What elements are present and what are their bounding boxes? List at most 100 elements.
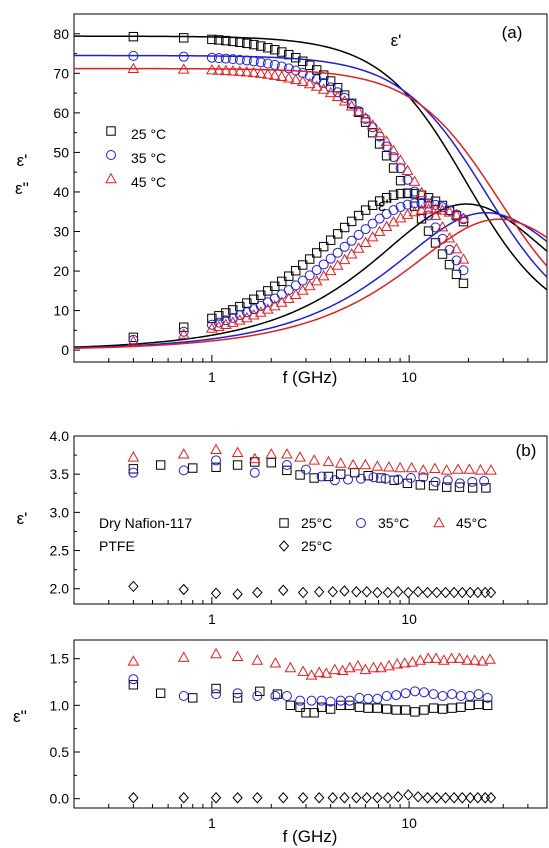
data-point-eps-prime [207,34,217,45]
series-triangle [127,443,497,475]
data-point-eps-prime [296,75,309,87]
data-point-eps-prime [388,163,399,173]
data-point [363,703,373,713]
data-point [210,443,222,454]
data-point [252,586,263,599]
data-point [281,448,293,459]
data-point [465,586,476,599]
legend-marker-shape [106,126,116,136]
data-point-eps-double-prime [318,241,329,252]
fit-curve-eps-double-prime-2 [74,218,547,350]
xtick-label: 1 [208,611,216,627]
data-point [178,465,189,476]
data-point-eps-double-prime [221,308,231,318]
data-point-eps-double-prime [373,225,386,237]
data-point [128,580,139,593]
data-point-eps-double-prime [450,208,463,220]
data-point [410,707,420,717]
data-point-eps-double-prime [339,241,350,252]
data-point [448,791,460,804]
data-point-eps-prime [256,41,266,51]
data-point-eps-double-prime [179,322,189,332]
data-point-eps-prime [346,99,357,110]
data-point [393,586,404,598]
data-point-eps-double-prime [219,318,232,330]
data-point [281,460,292,471]
data-point-eps-double-prime [388,205,399,216]
series-circle [128,674,493,707]
panel-a-ylabel-eps-prime: ε' [17,151,28,170]
data-point [329,475,340,486]
data-point [297,791,309,804]
data-point-eps-double-prime [331,259,344,270]
data-point [351,791,362,804]
series-diamond [128,580,497,600]
data-point-eps-double-prime [291,266,301,276]
data-point [327,791,338,804]
legend-label-45c: 45 °C [131,174,166,190]
data-point [248,452,261,464]
data-point-eps-prime [381,141,392,152]
data-point-eps-double-prime [213,320,225,331]
data-point-eps-double-prime [270,281,280,291]
data-point [232,460,243,470]
panel-b-top-axes: 2.0 2.5 3.0 3.5 4.0 1 10 [50,428,548,627]
data-point [128,467,139,478]
data-point-eps-prime [437,249,448,259]
fit-curve-eps-prime-0 [74,35,547,291]
data-point [417,464,430,475]
legend-marker-shape [105,172,117,184]
data-point-eps-prime [219,64,232,76]
data-point-eps-prime [360,113,371,124]
data-point-eps-prime [444,259,455,270]
data-point-eps-prime [408,175,421,186]
data-point [178,583,189,596]
data-point [251,654,264,665]
data-point [402,478,413,489]
data-point-eps-prime [401,164,414,176]
data-point-eps-prime [324,86,337,98]
data-point-eps-double-prime [311,265,322,276]
data-point [155,460,166,470]
data-point [314,791,325,804]
data-point [359,663,372,675]
data-point-eps-prime [235,37,245,48]
data-point [336,700,346,711]
data-point [284,661,297,673]
data-point [210,791,222,804]
legend-label-25c: 25 °C [131,126,166,142]
panel-b-top-ylabel: ε' [17,509,28,528]
legend-marker-nafion-25c [279,518,289,528]
data-point [294,451,306,462]
data-point-eps-double-prime [241,307,252,318]
data-point [484,653,496,664]
data-point-eps-prime [254,67,267,78]
data-point [380,473,391,484]
data-point-eps-double-prime [436,204,449,215]
data-point-eps-double-prime [277,276,287,287]
data-point-eps-double-prime [346,216,357,227]
data-point-eps-prime [303,77,316,89]
data-point [412,791,424,803]
data-point [381,691,392,701]
legend-marker-shape [106,150,116,160]
data-point-eps-prime [214,35,224,45]
data-point-eps-prime [247,66,260,78]
data-point-eps-prime [178,51,189,62]
data-point [368,472,379,483]
data-point [278,584,289,597]
legend-label-35c: 35 °C [131,150,166,166]
data-point [361,791,372,804]
data-point [178,691,189,701]
data-point [412,586,424,598]
data-point [306,695,317,706]
xtick-label: 10 [401,815,417,831]
data-point-eps-prime [277,47,287,57]
xtick-label: 10 [401,369,417,385]
data-point [210,587,222,600]
data-point [128,791,139,804]
data-point [155,688,166,698]
data-point-eps-double-prime [177,328,190,339]
ytick-label: 0.0 [50,791,70,807]
